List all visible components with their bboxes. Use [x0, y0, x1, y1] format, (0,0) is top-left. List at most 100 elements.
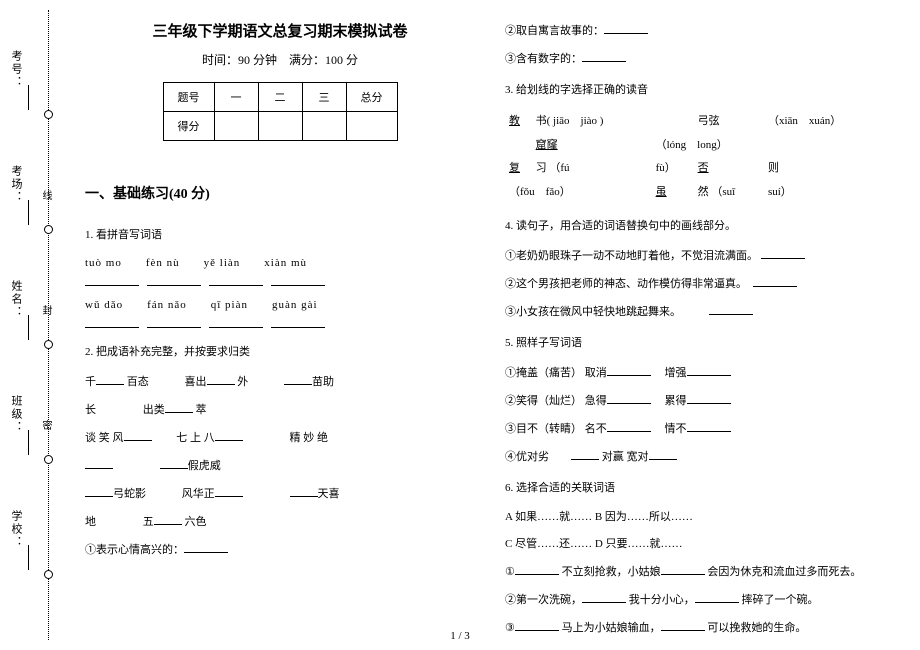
text: 增强 — [665, 367, 687, 379]
score-cell[interactable] — [258, 112, 302, 141]
blank[interactable] — [209, 314, 263, 328]
blank[interactable] — [147, 272, 201, 286]
score-cell[interactable] — [302, 112, 346, 141]
q5-line: ②笑得（灿烂） 急得 累得 — [505, 390, 895, 412]
binding-circle — [44, 340, 53, 349]
blank[interactable] — [147, 314, 201, 328]
text: 窟窿 — [536, 139, 558, 151]
blank[interactable] — [85, 485, 113, 497]
blank[interactable] — [284, 373, 312, 385]
blank[interactable] — [607, 364, 651, 376]
blank[interactable] — [661, 619, 705, 631]
text: 长 — [85, 404, 96, 416]
blank[interactable] — [607, 420, 651, 432]
text: 情不 — [665, 423, 687, 435]
text: 外 — [237, 376, 248, 388]
text: ① — [505, 566, 515, 578]
blank[interactable] — [85, 272, 139, 286]
text: ①掩盖（痛苦） 取消 — [505, 367, 607, 379]
q1-blank-row — [85, 272, 475, 286]
binding-underline — [28, 85, 29, 110]
blank[interactable] — [687, 420, 731, 432]
binding-underline — [28, 315, 29, 340]
blank[interactable] — [209, 272, 263, 286]
blank[interactable] — [215, 485, 243, 497]
q3-title: 3. 给划线的字选择正确的读音 — [505, 80, 895, 101]
q6-line: ③ 马上为小姑娘输血， 可以挽救她的生命。 — [505, 617, 895, 639]
text: 书( jiāo jiào ) — [536, 115, 604, 127]
text: 苗助 — [312, 376, 334, 388]
text: 教 — [509, 115, 520, 127]
text: （lóng long） — [656, 139, 728, 151]
blank[interactable] — [661, 563, 705, 575]
q6-line: ②第一次洗碗， 我十分小心， 摔碎了一个碗。 — [505, 589, 895, 611]
blank[interactable] — [582, 591, 626, 603]
blank[interactable] — [96, 373, 124, 385]
q4-title: 4. 读句子，用合适的词语替换句中的画线部分。 — [505, 216, 895, 237]
q4-line: ③小女孩在微风中轻快地跳起舞来。 — [505, 301, 895, 323]
blank[interactable] — [695, 591, 739, 603]
text: 可以挽救她的生命。 — [707, 622, 806, 634]
text: 则 — [768, 162, 779, 174]
text: 谈 笑 风 — [85, 432, 124, 444]
paper-subtitle: 时间：90 分钟 满分：100 分 — [85, 51, 475, 68]
blank[interactable] — [124, 429, 152, 441]
score-header: 一 — [214, 83, 258, 112]
text: ③含有数字的： — [505, 53, 582, 65]
right-column: ②取自寓言故事的： ③含有数字的： 3. 给划线的字选择正确的读音 教 书( j… — [505, 20, 895, 640]
blank[interactable] — [607, 392, 651, 404]
blank[interactable] — [515, 563, 559, 575]
blank[interactable] — [709, 303, 753, 315]
score-table: 题号 一 二 三 总分 得分 — [163, 82, 398, 141]
text: suí） — [768, 186, 792, 198]
blank[interactable] — [571, 448, 599, 460]
blank[interactable] — [85, 457, 113, 469]
binding-circle — [44, 110, 53, 119]
q6-options: A 如果……就…… B 因为……所以…… — [505, 507, 895, 528]
text: ②这个男孩把老师的神态、动作模仿得非常逼真。 — [505, 278, 742, 290]
blank[interactable] — [184, 541, 228, 553]
score-cell[interactable] — [346, 112, 397, 141]
blank[interactable] — [85, 314, 139, 328]
blank[interactable] — [271, 314, 325, 328]
blank[interactable] — [687, 392, 731, 404]
blank[interactable] — [165, 401, 193, 413]
binding-underline — [28, 430, 29, 455]
text: ③小女孩在微风中轻快地跳起舞来。 — [505, 306, 676, 318]
blank[interactable] — [290, 485, 318, 497]
blank[interactable] — [154, 513, 182, 525]
text: 出类 — [143, 404, 165, 416]
blank[interactable] — [515, 619, 559, 631]
blank[interactable] — [687, 364, 731, 376]
text: 复 — [509, 162, 520, 174]
binding-dotted-line — [48, 10, 49, 640]
binding-seal-char: 封 — [38, 305, 53, 323]
blank[interactable] — [160, 457, 188, 469]
blank[interactable] — [271, 272, 325, 286]
q1-title: 1. 看拼音写词语 — [85, 225, 475, 246]
text: ③ — [505, 622, 515, 634]
blank[interactable] — [582, 50, 626, 62]
text: ①老奶奶眼珠子一动不动地盯着他，不觉泪流满面。 — [505, 250, 758, 262]
q4-line: ①老奶奶眼珠子一动不动地盯着他，不觉泪流满面。 — [505, 245, 895, 267]
q2-title: 2. 把成语补充完整，并按要求归类 — [85, 342, 475, 363]
text: fù） — [656, 162, 676, 174]
section-title: 一、基础练习(40 分) — [85, 183, 475, 203]
q5-title: 5. 照样子写词语 — [505, 333, 895, 354]
text: 五 — [143, 516, 154, 528]
blank[interactable] — [207, 373, 235, 385]
q5-line: ③目不（转睛） 名不 情不 — [505, 418, 895, 440]
q2-line: 谈 笑 风 七 上 八 精 妙 绝 — [85, 427, 475, 449]
binding-label-school: 学校： — [8, 510, 24, 549]
text: 虽 — [656, 186, 667, 198]
binding-seal-char: 线 — [38, 190, 53, 208]
blank[interactable] — [604, 22, 648, 34]
text: 地 — [85, 516, 96, 528]
blank[interactable] — [215, 429, 243, 441]
blank[interactable] — [761, 247, 805, 259]
text: 假虎威 — [188, 460, 221, 472]
blank[interactable] — [649, 448, 677, 460]
score-cell[interactable] — [214, 112, 258, 141]
blank[interactable] — [753, 275, 797, 287]
text: 精 妙 绝 — [290, 432, 329, 444]
